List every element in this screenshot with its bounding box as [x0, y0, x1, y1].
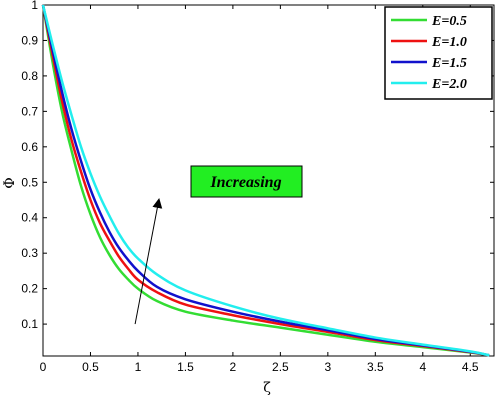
x-tick-label: 2.5	[272, 360, 289, 374]
y-tick-label: 0.9	[21, 33, 38, 47]
legend-label: E=1.5	[431, 56, 467, 71]
y-axis-label: Φ	[2, 177, 18, 188]
y-tick-label: 1	[31, 0, 38, 12]
x-tick-label: 0.5	[82, 360, 99, 374]
x-tick-label: 2	[230, 360, 237, 374]
x-tick-label: 1	[135, 360, 142, 374]
legend-label: E=1.0	[431, 35, 467, 50]
x-tick-label: 1.5	[177, 360, 194, 374]
series-line-e-0-5	[41, 4, 490, 357]
annotation-text: Increasing	[209, 174, 281, 191]
y-tick-label: 0.5	[21, 175, 38, 189]
x-tick-label: 4.5	[462, 360, 479, 374]
y-tick-label: 0.2	[21, 282, 38, 296]
y-tick-label: 0.6	[21, 140, 38, 154]
x-tick-label: 0	[40, 360, 47, 374]
y-tick-label: 0.4	[21, 211, 38, 225]
series-line-e-2-0	[41, 4, 490, 357]
series-lines	[41, 4, 490, 357]
annotation-box	[190, 165, 303, 198]
x-axis-label: ζ	[263, 380, 271, 396]
x-tick-label: 3	[324, 360, 331, 374]
x-tick-label: 4	[419, 360, 426, 374]
y-tick-label: 0.7	[21, 104, 38, 118]
x-tick-label: 3.5	[367, 360, 384, 374]
series-line-e-1-5	[41, 4, 490, 357]
legend-label: E=2.0	[431, 77, 467, 92]
legend-label: E=0.5	[431, 14, 467, 29]
y-tick-label: 0.3	[21, 246, 38, 260]
y-tick-label: 0.8	[21, 69, 38, 83]
increasing-arrow	[134, 198, 163, 325]
y-tick-label: 0.1	[21, 317, 38, 331]
legend: E=0.5 E=1.0 E=1.5 E=2.0	[384, 6, 493, 100]
axis-ticks: 0 0.5 1 1.5 2 2.5 3 3.5 4 4.5 0.1 0.2 0.3 0.4 0.5 0.6 0.…	[21, 0, 494, 374]
